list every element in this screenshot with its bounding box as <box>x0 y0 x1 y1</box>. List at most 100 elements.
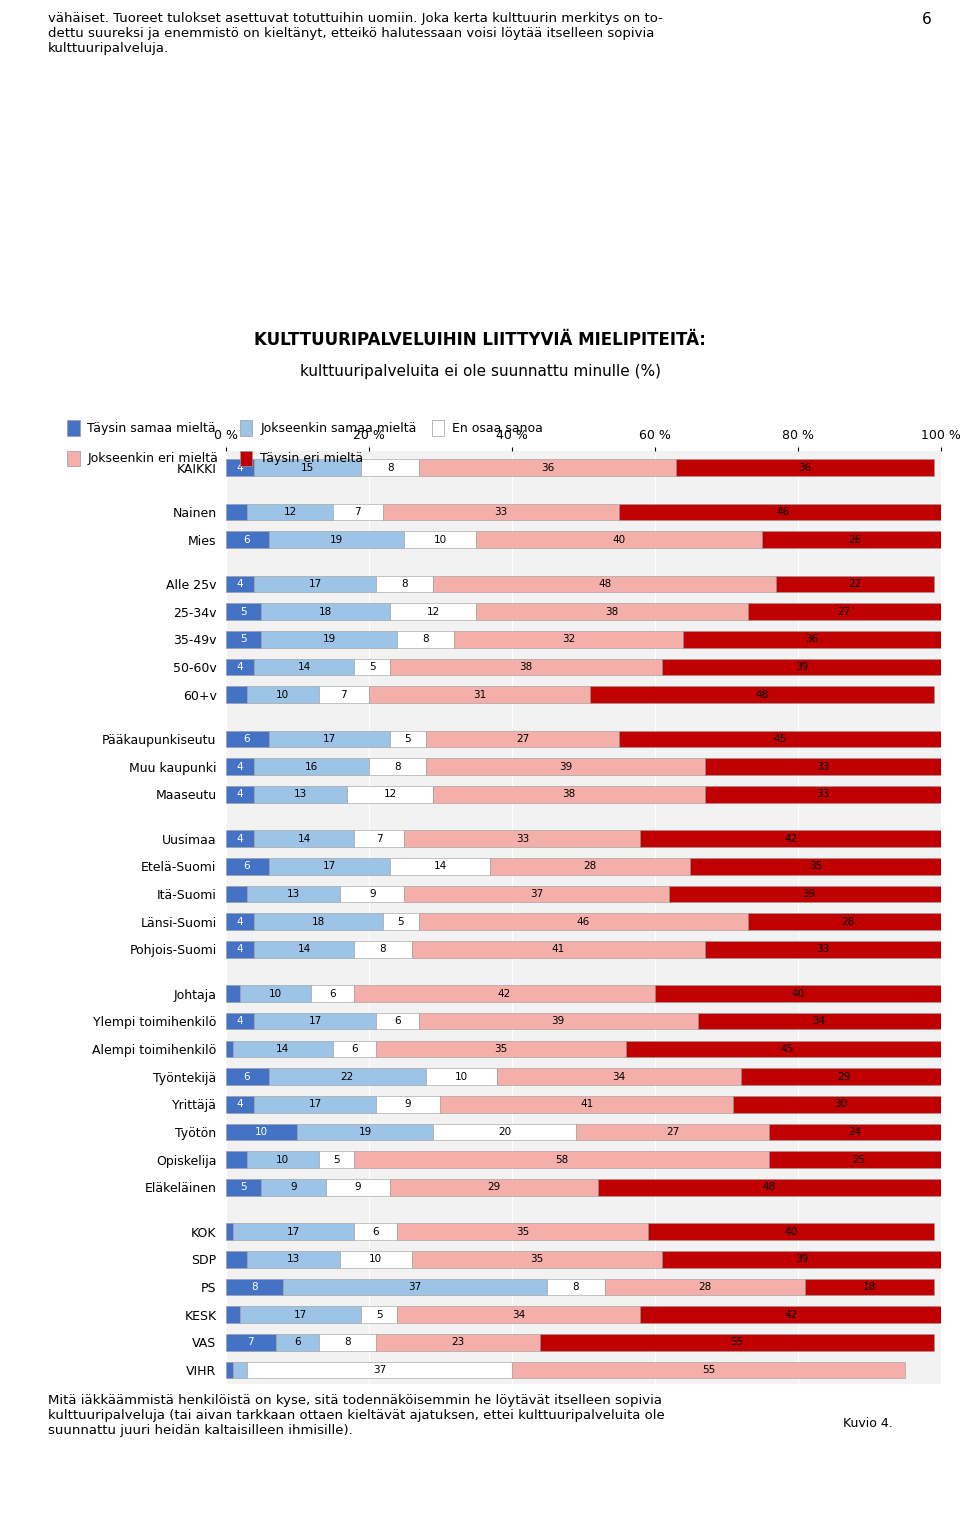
Text: 13: 13 <box>287 1254 300 1264</box>
Text: 6: 6 <box>372 1226 379 1237</box>
Bar <box>362 1306 397 1323</box>
Text: 7: 7 <box>376 833 383 844</box>
Bar <box>698 1012 941 1029</box>
Text: 8: 8 <box>422 635 429 644</box>
Bar <box>269 858 390 875</box>
Text: 14: 14 <box>298 945 311 954</box>
Text: 14: 14 <box>298 662 311 671</box>
Bar <box>226 1151 247 1168</box>
Bar <box>247 1151 319 1168</box>
Text: 34: 34 <box>513 1309 525 1320</box>
Text: 5: 5 <box>240 1182 247 1193</box>
Bar <box>226 631 261 648</box>
Bar <box>226 1179 261 1196</box>
Bar <box>247 687 319 703</box>
Text: 8: 8 <box>387 463 394 472</box>
Text: 35: 35 <box>809 861 823 872</box>
Bar <box>254 758 369 775</box>
Text: 6: 6 <box>394 1017 400 1026</box>
Bar <box>390 1179 597 1196</box>
Text: 7: 7 <box>248 1338 254 1347</box>
Text: 12: 12 <box>283 508 297 517</box>
Text: 55: 55 <box>731 1338 744 1347</box>
Bar <box>226 758 254 775</box>
Bar <box>226 830 254 847</box>
Text: Jokseenkin eri mieltä: Jokseenkin eri mieltä <box>87 453 218 465</box>
Bar <box>777 575 934 592</box>
Bar <box>247 1362 512 1378</box>
Text: 4: 4 <box>236 789 243 800</box>
Bar <box>705 940 941 957</box>
Bar <box>375 1041 626 1057</box>
Bar <box>433 1124 576 1141</box>
Bar <box>254 940 354 957</box>
Text: 8: 8 <box>251 1281 257 1292</box>
Bar <box>375 1012 419 1029</box>
Text: 26: 26 <box>849 535 862 544</box>
Bar <box>655 985 941 1001</box>
Text: 24: 24 <box>849 1127 862 1138</box>
Bar <box>226 1333 276 1350</box>
Text: 10: 10 <box>254 1127 268 1138</box>
Text: 5: 5 <box>376 1309 383 1320</box>
Bar <box>226 1096 254 1113</box>
Text: 48: 48 <box>762 1182 776 1193</box>
Bar <box>661 659 941 676</box>
Bar <box>684 631 941 648</box>
Bar <box>354 940 412 957</box>
Text: Jokseenkin samaa mieltä: Jokseenkin samaa mieltä <box>260 422 417 434</box>
Text: 18: 18 <box>863 1281 876 1292</box>
Text: 9: 9 <box>405 1099 411 1109</box>
Text: 35: 35 <box>516 1226 529 1237</box>
Bar <box>705 786 941 803</box>
Bar <box>426 758 705 775</box>
Bar <box>397 631 454 648</box>
Text: 7: 7 <box>340 690 347 700</box>
Bar <box>226 503 247 520</box>
Bar <box>226 786 254 803</box>
Bar <box>333 1041 375 1057</box>
Text: 41: 41 <box>552 945 564 954</box>
Text: 18: 18 <box>312 916 325 927</box>
Bar <box>640 1306 941 1323</box>
Bar <box>226 531 269 547</box>
Bar <box>412 940 705 957</box>
Bar <box>226 1251 247 1268</box>
Bar <box>319 1151 354 1168</box>
Text: 9: 9 <box>354 1182 361 1193</box>
Text: 4: 4 <box>236 916 243 927</box>
Bar <box>375 575 433 592</box>
Text: 8: 8 <box>573 1281 580 1292</box>
Text: 46: 46 <box>777 508 790 517</box>
Text: 41: 41 <box>580 1099 593 1109</box>
Bar <box>419 913 748 930</box>
Bar <box>226 1362 232 1378</box>
Text: 40: 40 <box>784 1226 797 1237</box>
Bar <box>397 1223 648 1240</box>
Text: 4: 4 <box>236 761 243 772</box>
Text: 17: 17 <box>323 734 336 745</box>
Bar <box>454 631 684 648</box>
Bar <box>476 531 762 547</box>
Text: 33: 33 <box>816 945 829 954</box>
Text: 18: 18 <box>319 607 332 616</box>
Bar <box>311 985 354 1001</box>
Text: 33: 33 <box>816 789 829 800</box>
Text: 4: 4 <box>236 579 243 589</box>
Text: 33: 33 <box>494 508 508 517</box>
Bar <box>369 758 426 775</box>
Bar <box>269 731 390 748</box>
Text: Täysin eri mieltä: Täysin eri mieltä <box>260 453 363 465</box>
Text: 39: 39 <box>802 888 815 899</box>
Bar <box>333 503 383 520</box>
Text: 10: 10 <box>276 1154 289 1165</box>
Text: 6: 6 <box>922 12 931 28</box>
Bar <box>240 1306 362 1323</box>
Bar <box>390 858 491 875</box>
Text: 40: 40 <box>791 989 804 998</box>
Bar <box>226 1041 232 1057</box>
Text: 23: 23 <box>451 1338 465 1347</box>
Text: 4: 4 <box>236 463 243 472</box>
Text: 6: 6 <box>329 989 336 998</box>
Bar <box>226 985 240 1001</box>
